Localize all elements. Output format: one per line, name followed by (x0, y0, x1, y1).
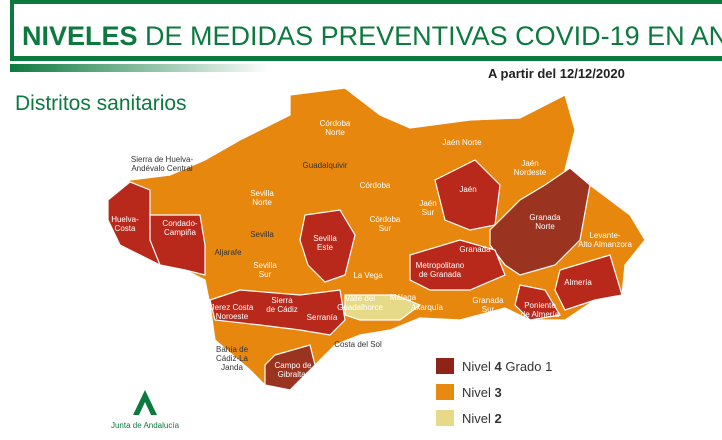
district-label: Granada (529, 213, 561, 222)
region (489, 167, 591, 276)
district-label: Sierra de Huelva- (131, 155, 194, 164)
header-bar (10, 0, 14, 60)
district-label: Noroeste (216, 312, 249, 321)
district-label: Guadalhorce (337, 303, 383, 312)
district-label: Jaén (521, 159, 538, 168)
district-label: Jerez Costa (211, 303, 254, 312)
legend-level: 4 (495, 359, 503, 374)
legend-suffix: Grado 1 (505, 359, 552, 374)
district-label: Málaga (390, 293, 417, 302)
district-label: Sur (482, 305, 495, 314)
district-label: Huelva- (111, 215, 139, 224)
district-label: Sevilla (250, 189, 274, 198)
district-label: Granada (472, 296, 504, 305)
district-label: Este (317, 243, 334, 252)
district-label: Condado- (162, 219, 197, 228)
district-label: Aljarafe (214, 248, 242, 257)
legend-label: Nivel 3 (462, 385, 502, 400)
subtitle: Distritos sanitarios (15, 92, 187, 115)
legend-swatch (436, 410, 454, 426)
date: A partir del 12/12/2020 (488, 66, 625, 81)
title: NIVELES DE MEDIDAS PREVENTIVAS COVID-19 … (22, 21, 722, 51)
district-label: Cádiz-La (216, 354, 249, 363)
logo-mark (133, 390, 157, 415)
district-label: Córdoba (360, 181, 391, 190)
district-label: Guadalquivir (303, 161, 348, 170)
district-label: Janda (221, 363, 243, 372)
district-label: Sur (259, 270, 272, 279)
district-label: Sur (422, 208, 435, 217)
region (299, 209, 356, 283)
district-label: Jaén (459, 185, 476, 194)
legend-label: Nivel 2 (462, 411, 502, 426)
district-label: Andévalo Central (131, 164, 193, 173)
district-label: Granada (459, 245, 491, 254)
district-label: Serranía (307, 313, 338, 322)
legend-prefix: Nivel (462, 411, 491, 426)
legend-swatch (436, 384, 454, 400)
district-label: Sevilla (250, 230, 274, 239)
district-label: Norte (535, 222, 555, 231)
region (149, 214, 206, 276)
district-label: Sierra (271, 296, 293, 305)
district-label: Sevilla (313, 234, 337, 243)
legend-label: Nivel 4 Grado 1 (462, 359, 552, 374)
district-label: de Almería (521, 310, 560, 319)
district-label: Costa (115, 224, 136, 233)
district-label: Campiña (164, 228, 197, 237)
district-label: Valle del (345, 294, 375, 303)
region (344, 294, 422, 321)
district-label: Nordeste (514, 168, 547, 177)
district-label: Norte (252, 198, 272, 207)
legend-prefix: Nivel (462, 359, 491, 374)
district-label: Gibraltar (278, 370, 309, 379)
legend-level: 3 (495, 385, 502, 400)
district-label: Jaén Norte (442, 138, 482, 147)
district-label: Metropolitano (416, 261, 465, 270)
district-label: Almería (564, 278, 592, 287)
district-label: La Vega (353, 271, 383, 280)
district-label: Norte (325, 128, 345, 137)
region (514, 284, 561, 321)
header-bar (10, 56, 722, 61)
district-label: Poniente (524, 301, 556, 310)
title-bold: NIVELES (22, 21, 138, 51)
district-label: de Cádiz (266, 305, 298, 314)
district-label: Alto Almanzora (578, 240, 632, 249)
region (554, 254, 623, 311)
header-bar (10, 0, 722, 4)
district-label: Córdoba (320, 119, 351, 128)
district-label: Campo de (275, 361, 312, 370)
district-label: Axarquía (411, 303, 444, 312)
header-fade (10, 64, 270, 72)
district-label: Sur (379, 224, 392, 233)
region (264, 344, 316, 391)
district-label: Levante- (589, 231, 620, 240)
legend-level: 2 (495, 411, 502, 426)
title-rest: DE MEDIDAS PREVENTIVAS COVID-19 EN ANDAL… (145, 21, 722, 51)
legend-swatch (436, 358, 454, 374)
legend-prefix: Nivel (462, 385, 491, 400)
district-label: Bahía de (216, 345, 249, 354)
logo-text: Junta de Andalucía (111, 421, 180, 430)
region (409, 239, 506, 291)
district-label: Sevilla (253, 261, 277, 270)
district-label: Jaén (419, 199, 436, 208)
region (209, 289, 346, 336)
map (107, 87, 646, 391)
district-label: Córdoba (370, 215, 401, 224)
district-label: de Granada (419, 270, 462, 279)
district-label: Costa del Sol (334, 340, 382, 349)
